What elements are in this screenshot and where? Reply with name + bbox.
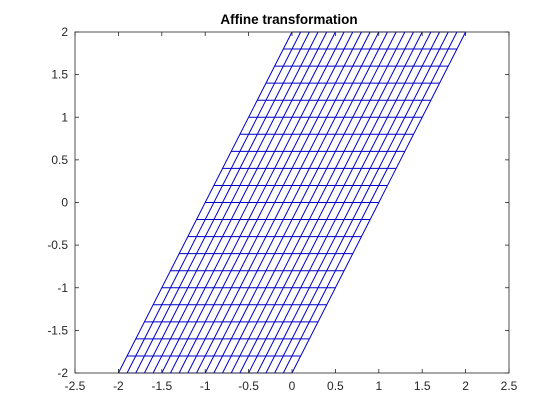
y-tick-label: 2 [61, 25, 68, 39]
x-tick-label: 1.5 [414, 379, 431, 393]
x-tick-label: 2 [462, 379, 469, 393]
y-tick-label: 1 [61, 110, 68, 124]
y-axis: -2 -1.5 -1 -0.5 0 0.5 1 1.5 2 [47, 25, 509, 380]
y-tick-label: 0.5 [51, 153, 68, 167]
x-tick-label: -2 [113, 379, 124, 393]
y-tick-label: -0.5 [47, 238, 68, 252]
x-tick-label: 0 [289, 379, 296, 393]
y-tick-label: 1.5 [51, 68, 68, 82]
x-tick-label: -1 [200, 379, 211, 393]
x-tick-label: 2.5 [501, 379, 518, 393]
x-axis: -2.5 -2 -1.5 -1 -0.5 0 0.5 1 1.5 2 2.5 [65, 32, 518, 393]
y-tick-label: -1 [57, 281, 68, 295]
x-tick-label: 1 [375, 379, 382, 393]
y-tick-label: -1.5 [47, 323, 68, 337]
x-tick-label: 0.5 [327, 379, 344, 393]
y-tick-label: -2 [57, 366, 68, 380]
x-tick-label: -1.5 [151, 379, 172, 393]
x-tick-label: -2.5 [65, 379, 86, 393]
y-tick-label: 0 [61, 196, 68, 210]
x-tick-label: -0.5 [238, 379, 259, 393]
chart-title: Affine transformation [220, 12, 357, 27]
mesh-lines [117, 31, 467, 374]
